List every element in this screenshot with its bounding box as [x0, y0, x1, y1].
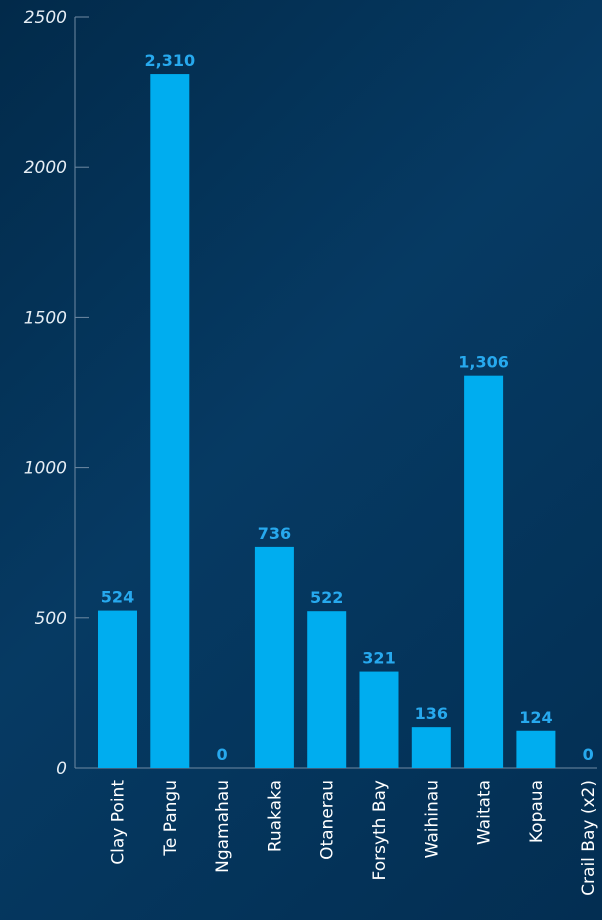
x-category-label: Te Pangu [161, 780, 181, 857]
data-label: 736 [258, 524, 291, 543]
data-label: 1,306 [458, 353, 509, 372]
data-label: 0 [217, 745, 228, 764]
bar [516, 730, 556, 768]
x-category-label: Waitata [475, 780, 495, 845]
x-category-label: Clay Point [109, 780, 129, 865]
x-category-label: Otanerau [318, 780, 338, 860]
x-category-label: Ngamahau [213, 780, 233, 873]
x-category-label: Waihinau [422, 780, 442, 858]
bar [150, 74, 190, 769]
x-category-label: Forsyth Bay [370, 780, 390, 880]
data-label: 136 [415, 704, 448, 723]
bar [464, 375, 504, 768]
data-label: 0 [583, 745, 594, 764]
data-label: 524 [101, 588, 134, 607]
y-tick-label: 1500 [24, 308, 67, 328]
y-tick-label: 2000 [24, 158, 67, 178]
x-category-label: Ruakaka [265, 780, 285, 852]
y-tick-label: 500 [35, 609, 67, 629]
x-category-label: Crail Bay (x2) [579, 780, 599, 896]
data-label: 2,310 [144, 51, 195, 70]
x-category-label: Kopaua [527, 780, 547, 843]
y-tick-label: 1000 [24, 459, 67, 479]
y-tick-label: 0 [56, 759, 67, 779]
bar [254, 546, 294, 768]
data-label: 124 [519, 708, 552, 727]
bar [307, 611, 347, 768]
data-label: 321 [362, 649, 395, 668]
y-tick-label: 2500 [24, 8, 67, 28]
bar [359, 671, 399, 768]
bar [98, 610, 137, 768]
data-label: 522 [310, 588, 343, 607]
bar [411, 727, 451, 768]
